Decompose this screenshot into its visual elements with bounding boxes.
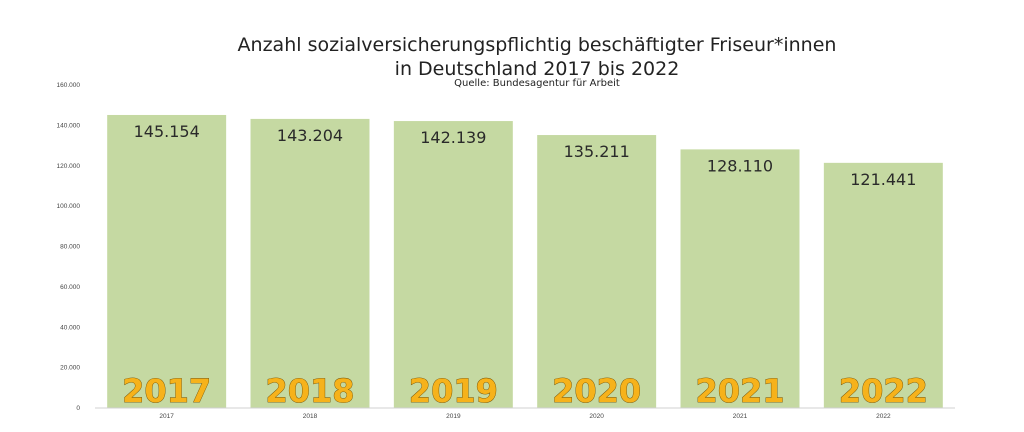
y-tick-label: 0 — [76, 405, 80, 412]
data-label: 121.441 — [850, 170, 916, 189]
bar-2017 — [107, 114, 227, 408]
y-tick-label: 100.000 — [57, 203, 81, 210]
y-tick-label: 40.000 — [60, 324, 80, 331]
chart-title-line2: in Deutschland 2017 bis 2022 — [395, 58, 680, 80]
x-axis: 2017 2018 2019 2020 2021 2022 — [159, 413, 891, 420]
y-tick-label: 160.000 — [57, 82, 81, 89]
x-tick-label: 2018 — [303, 413, 318, 420]
chart-subtitle: Quelle: Bundesagentur für Arbeit — [454, 78, 620, 89]
data-label: 143.204 — [277, 126, 343, 145]
year-overlay-label: 2020 — [552, 372, 641, 410]
y-tick-label: 20.000 — [60, 365, 80, 372]
y-axis: 0 20.000 40.000 60.000 80.000 100.000 120.000 1… — [57, 82, 81, 412]
bar-2021 — [680, 149, 800, 409]
year-overlay-label: 2021 — [695, 372, 784, 410]
year-overlay-label: 2019 — [409, 372, 498, 410]
data-label: 142.139 — [420, 128, 486, 147]
x-tick-label: 2017 — [159, 413, 174, 420]
y-tick-label: 120.000 — [57, 163, 81, 170]
x-tick-label: 2020 — [589, 413, 604, 420]
bar-2019 — [393, 121, 513, 409]
data-label: 128.110 — [707, 156, 773, 175]
chart-title-line1: Anzahl sozialversicherungspflichtig besc… — [238, 34, 837, 56]
y-tick-label: 140.000 — [57, 122, 81, 129]
year-overlay-label: 2022 — [839, 372, 928, 410]
bars: 145.154 2017 143.204 2018 142.139 2019 135.211… — [107, 114, 943, 410]
bar-2020 — [537, 135, 657, 409]
y-tick-label: 80.000 — [60, 244, 80, 251]
x-tick-label: 2022 — [876, 413, 891, 420]
data-label: 135.211 — [564, 142, 630, 161]
year-overlay-label: 2018 — [265, 372, 354, 410]
year-overlay-label: 2017 — [122, 372, 211, 410]
y-tick-label: 60.000 — [60, 284, 80, 291]
x-tick-label: 2019 — [446, 413, 461, 420]
bar-2022 — [823, 162, 943, 408]
data-label: 145.154 — [134, 122, 200, 141]
bar-2018 — [250, 118, 370, 408]
x-tick-label: 2021 — [733, 413, 748, 420]
